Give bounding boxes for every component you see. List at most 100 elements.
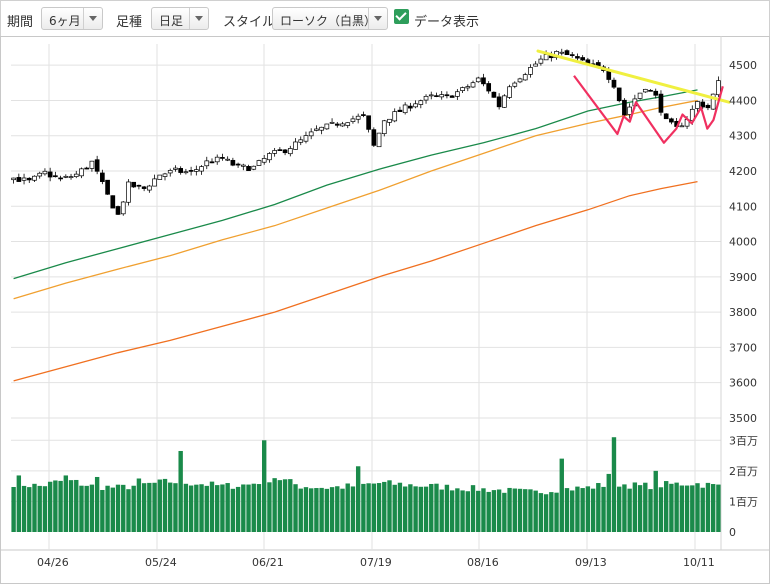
candle-body [37,172,43,177]
volume-bar [564,488,570,532]
chevron-down-icon [83,8,102,29]
volume-bar [262,440,267,532]
volume-bar [700,487,705,532]
volume-bar [94,476,100,532]
volume-bar [376,483,382,532]
candle-body [340,123,345,127]
candle-body [230,159,236,166]
volume-bar [496,489,502,532]
candle-body [580,57,585,61]
chart-pattern-line [573,75,724,144]
volume-tick-label: 2百万 [729,465,758,478]
volume-bar [596,483,601,532]
toolbar: 期間 6ヶ月 足種 日足 スタイル ローソク（白黒） データ表示 [0,0,770,36]
volume-bar [684,485,690,532]
candle-body [303,135,309,142]
candle-body [627,106,632,115]
candle-body [26,177,32,181]
volume-bar [528,489,533,532]
volume-bar [11,486,16,532]
candle-body [502,95,507,108]
volume-bar [16,475,22,532]
volume-bar [131,485,136,532]
date-tick-label: 05/24 [145,556,177,569]
volume-bar [606,473,611,532]
candle-body [204,160,210,167]
candle-type-select[interactable]: 日足 [151,7,209,30]
volume-bar [658,487,664,532]
volume-bar [517,488,523,532]
volume-bar [439,489,444,532]
candle-body [345,122,351,126]
volume-bar [710,484,716,532]
candle-body [622,99,627,116]
volume-bar [74,479,79,532]
candle-body [371,129,377,146]
date-axis: 04/26 05/24 06/21 07/19 08/16 09/13 10/11 [37,556,715,569]
volume-bar [115,484,121,532]
candle-body [199,166,204,172]
volume-bar [126,489,131,532]
volume-bar [695,483,700,532]
style-select[interactable]: ローソク（白黒） [272,7,388,30]
candle-body [413,103,418,108]
data-display-label[interactable]: データ表示 [414,15,480,30]
candle-type-label: 足種 [116,15,143,30]
volume-bar [460,490,465,532]
volume-bar [643,482,648,532]
volume-bar [575,486,580,532]
volume-bar [397,482,403,532]
candle-body [251,165,257,170]
volume-bar [611,437,617,532]
volume-bar [58,480,63,532]
volume-bar [627,488,632,532]
candle-body [162,173,168,177]
date-tick-label: 06/21 [252,556,284,569]
volume-bar [241,484,246,532]
candle-body [173,167,178,170]
style-select-value: ローソク（白黒） [280,14,377,28]
volume-bar [392,484,397,532]
candle-body [705,104,711,109]
volume-bar [308,488,314,532]
volume-tick-label: 3百万 [729,434,758,447]
volume-tick-label: 0 [729,526,736,539]
candle-body [178,168,184,173]
volume-bar [350,486,356,532]
volume-bar [476,490,481,532]
volume-bar [68,480,74,532]
volume-bar [653,470,658,532]
volume-bar [366,483,371,532]
candle-body [669,118,674,123]
volume-bar [84,485,89,532]
candle-body [277,149,283,151]
volume-bar [288,479,293,532]
volume-bar [267,482,272,532]
price-tick-label: 4500 [729,59,757,72]
moving-average-lines [13,89,698,382]
candle-body [131,181,137,188]
price-tick-label: 3900 [729,271,757,284]
candle-body [512,82,518,87]
grid-lines [11,36,722,550]
volume-bar [444,484,450,532]
period-select-value: 6ヶ月 [49,14,81,28]
resistance-trend-line [536,49,731,104]
volume-bar [32,483,37,532]
volume-tick-label: 1百万 [729,495,758,508]
candle-body [246,166,251,171]
candle-body [486,83,492,92]
candle-body [392,111,398,122]
data-display-checkbox[interactable] [394,9,409,24]
date-tick-label: 09/13 [575,556,607,569]
candle-body [455,91,460,97]
candle-body [366,115,371,130]
candle-body [434,95,439,97]
period-select[interactable]: 6ヶ月 [41,7,103,30]
volume-bar [251,483,256,532]
candle-body [89,160,95,169]
date-tick-label: 08/16 [467,556,499,569]
volume-bar [162,478,168,532]
volume-bar [622,484,627,532]
candle-body [188,170,194,172]
